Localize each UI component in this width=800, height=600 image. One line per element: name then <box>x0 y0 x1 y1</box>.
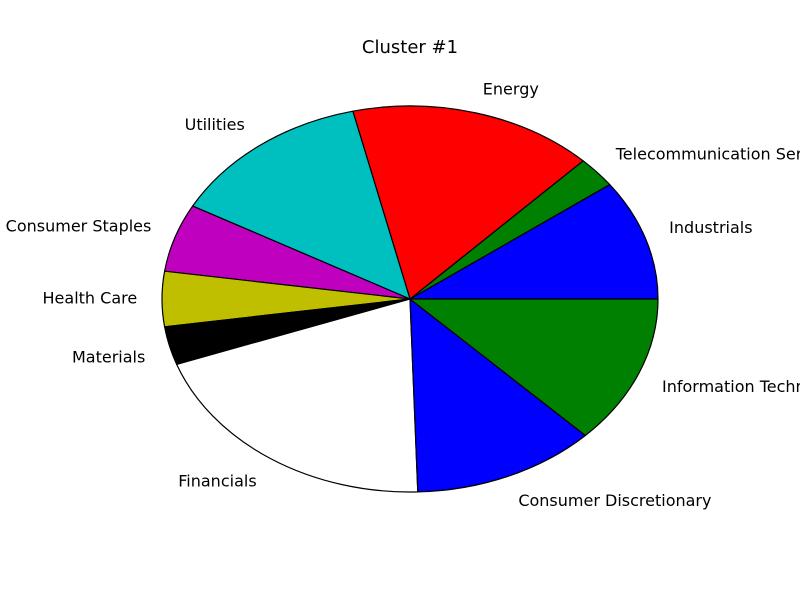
slice-label-materials: Materials <box>72 348 145 367</box>
slice-label-utilities: Utilities <box>185 115 245 134</box>
slice-label-consumer-discretionary: Consumer Discretionary <box>518 491 711 510</box>
slice-label-industrials: Industrials <box>669 218 752 237</box>
pie-slice-financials <box>176 298 419 493</box>
pie-slice-labels: Industrials Telecommunication Services Ene… <box>6 79 800 509</box>
slice-label-energy: Energy <box>483 79 539 98</box>
slice-label-information-technology: Information Technology <box>662 377 800 396</box>
slice-label-consumer-staples: Consumer Staples <box>6 217 152 236</box>
slice-label-telecommunication-services: Telecommunication Services <box>615 145 800 164</box>
pie-slice-consumer-discretionary <box>409 298 586 493</box>
pie-slices <box>161 105 659 493</box>
pie-slice-information-technology <box>409 298 659 437</box>
pie-slice-utilities <box>192 110 411 300</box>
pie-slice-industrials <box>409 183 659 300</box>
chart-title: Cluster #1 <box>362 37 458 58</box>
slice-label-financials: Financials <box>178 472 256 491</box>
slice-label-health-care: Health Care <box>43 289 138 308</box>
pie-slice-energy <box>352 105 584 300</box>
